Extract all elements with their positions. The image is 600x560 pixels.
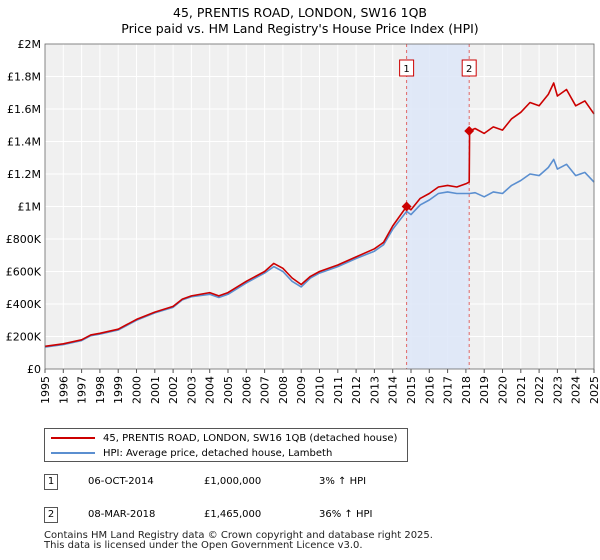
footer-copyright: Contains HM Land Registry data © Crown c… (44, 530, 433, 541)
y-tick-label: £1.6M (7, 103, 41, 116)
legend: 45, PRENTIS ROAD, LONDON, SW16 1QB (deta… (44, 428, 408, 462)
sale-hpi-change: 36% ↑ HPI (319, 509, 373, 520)
x-tick-label: 1999 (112, 376, 125, 404)
legend-swatch-property (51, 437, 95, 439)
x-tick-label: 2016 (423, 376, 436, 404)
x-tick-label: 2001 (149, 376, 162, 404)
x-tick-label: 1996 (57, 376, 70, 404)
y-tick-label: £800K (6, 233, 42, 246)
legend-label-hpi: HPI: Average price, detached house, Lamb… (103, 447, 333, 459)
y-tick-label: £600K (6, 266, 42, 279)
x-tick-label: 2011 (332, 376, 345, 404)
footer-license: This data is licensed under the Open Gov… (44, 540, 363, 551)
ownership-shaded-region (406, 44, 470, 369)
sale-point (401, 201, 412, 212)
sale-number: 2 (44, 507, 58, 523)
chart-subtitle: Price paid vs. HM Land Registry's House … (121, 21, 479, 36)
price-chart: 1 2 £0 £200K £400K £600K £800K £1M £1.2M £1.4M £1… (6, 38, 600, 404)
x-tick-label: 2018 (460, 376, 473, 404)
x-tick-label: 2023 (551, 376, 564, 404)
property-price-line (44, 82, 595, 348)
x-tick-label: 1995 (39, 376, 52, 404)
y-tick-label: £200K (6, 331, 42, 344)
y-tick-label: £1.4M (7, 136, 41, 149)
y-tick-label: £1M (18, 201, 42, 214)
y-tick-label: £400K (6, 298, 42, 311)
x-tick-label: 2003 (185, 376, 198, 404)
legend-label-property: 45, PRENTIS ROAD, LONDON, SW16 1QB (deta… (103, 432, 398, 444)
x-tick-label: 2007 (259, 376, 272, 404)
legend-swatch-hpi (51, 452, 95, 454)
sale-marker-box (399, 59, 415, 77)
x-tick-label: 2002 (167, 376, 180, 404)
sale-number: 1 (44, 474, 58, 490)
sale-hpi-change: 3% ↑ HPI (319, 476, 367, 487)
y-tick-label: £2M (18, 38, 42, 51)
legend-item-property: 45, PRENTIS ROAD, LONDON, SW16 1QB (deta… (51, 431, 397, 445)
sale-date: 06-OCT-2014 (88, 476, 154, 487)
x-tick-label: 2019 (478, 376, 491, 404)
x-tick-label: 2000 (131, 376, 144, 404)
sale-date: 08-MAR-2018 (88, 509, 156, 520)
x-tick-label: 2009 (295, 376, 308, 404)
chart-title: 45, PRENTIS ROAD, LONDON, SW16 1QB (173, 5, 427, 20)
x-tick-label: 2022 (533, 376, 546, 404)
legend-item-hpi: HPI: Average price, detached house, Lamb… (51, 446, 332, 460)
x-tick-label: 2008 (277, 376, 290, 404)
sale-price: £1,000,000 (204, 476, 262, 487)
sale-marker-label: 2 (466, 64, 472, 75)
x-tick-label: 2024 (570, 376, 583, 404)
sale-price: £1,465,000 (204, 509, 262, 520)
x-tick-label: 2010 (314, 376, 327, 404)
x-tick-label: 2015 (405, 376, 418, 404)
sale-point (464, 125, 475, 136)
x-tick-label: 2014 (387, 376, 400, 404)
x-tick-label: 1998 (94, 376, 107, 404)
sale-marker-box (461, 59, 477, 77)
x-tick-label: 2025 (588, 376, 600, 404)
plot-frame (44, 43, 595, 370)
x-tick-label: 2020 (497, 376, 510, 404)
x-tick-label: 2013 (368, 376, 381, 404)
x-tick-label: 2017 (442, 376, 455, 404)
footer: Contains HM Land Registry data © Crown c… (44, 531, 433, 551)
x-tick-label: 2005 (222, 376, 235, 404)
x-tick-label: 2021 (515, 376, 528, 404)
y-tick-label: £1.8M (7, 71, 41, 84)
x-tick-label: 1997 (76, 376, 89, 404)
sale-marker-label: 1 (403, 64, 409, 75)
y-tick-label: £0 (27, 363, 41, 376)
x-tick-label: 2006 (240, 376, 253, 404)
x-tick-label: 2004 (204, 376, 217, 404)
chart-title-block: 45, PRENTIS ROAD, LONDON, SW16 1QB Price… (0, 5, 600, 37)
y-tick-label: £1.2M (7, 168, 41, 181)
x-tick-label: 2012 (350, 376, 363, 404)
